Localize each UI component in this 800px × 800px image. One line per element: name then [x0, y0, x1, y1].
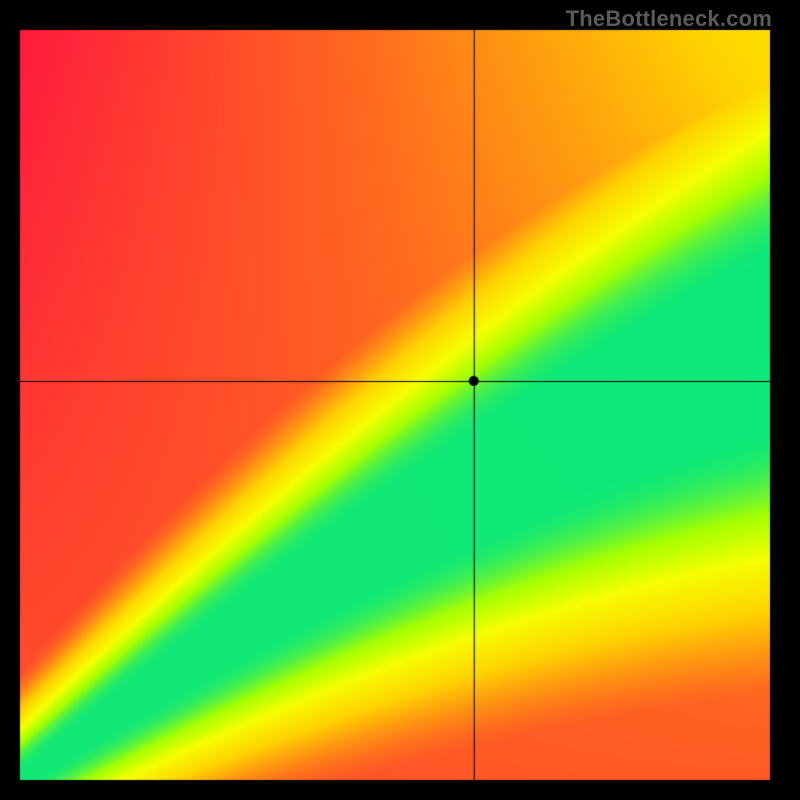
watermark-text: TheBottleneck.com: [566, 6, 772, 32]
heatmap-canvas: [0, 0, 800, 800]
